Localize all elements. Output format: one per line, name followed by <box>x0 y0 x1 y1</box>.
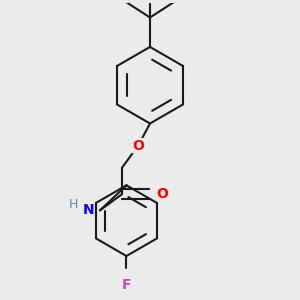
Text: O: O <box>156 187 168 201</box>
Text: O: O <box>132 139 144 153</box>
Text: H: H <box>68 198 78 211</box>
Text: N: N <box>83 203 94 218</box>
Text: F: F <box>122 278 131 292</box>
